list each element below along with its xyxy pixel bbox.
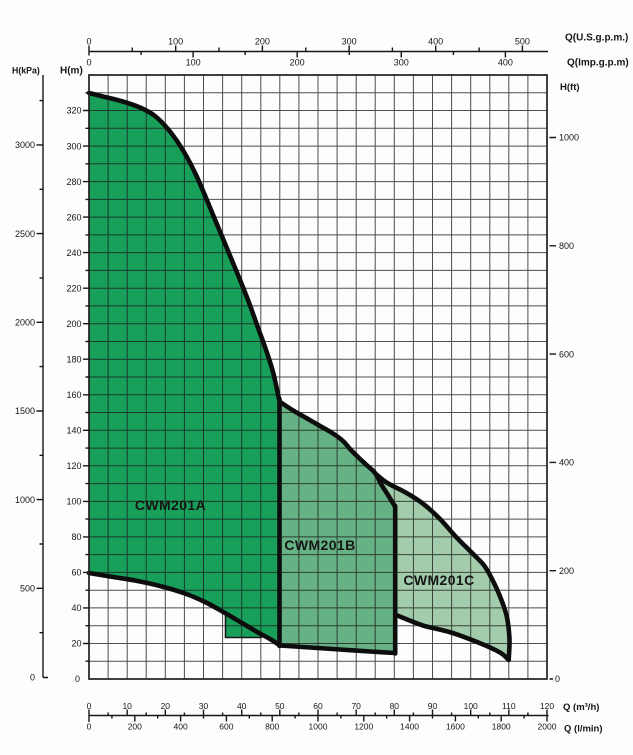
svg-text:70: 70 <box>351 701 361 711</box>
svg-text:2000: 2000 <box>15 318 35 328</box>
svg-text:1200: 1200 <box>354 722 373 732</box>
svg-text:1000: 1000 <box>309 722 328 732</box>
svg-text:1400: 1400 <box>400 722 419 732</box>
svg-text:300: 300 <box>342 37 357 47</box>
svg-text:0: 0 <box>86 37 91 47</box>
svg-text:1000: 1000 <box>559 133 579 143</box>
svg-text:240: 240 <box>66 248 81 258</box>
svg-text:0: 0 <box>555 674 560 684</box>
svg-text:500: 500 <box>20 584 35 594</box>
svg-text:100: 100 <box>66 497 81 507</box>
svg-text:280: 280 <box>66 177 81 187</box>
svg-text:60: 60 <box>313 701 323 711</box>
svg-text:110: 110 <box>502 701 516 711</box>
svg-text:120: 120 <box>66 461 81 471</box>
svg-text:100: 100 <box>168 37 183 47</box>
svg-text:160: 160 <box>66 390 81 400</box>
svg-text:1800: 1800 <box>492 722 511 732</box>
svg-text:800: 800 <box>559 241 574 251</box>
svg-text:30: 30 <box>199 701 209 711</box>
svg-text:H(ft): H(ft) <box>560 82 580 93</box>
svg-text:200: 200 <box>559 566 574 576</box>
svg-text:H(kPa): H(kPa) <box>12 66 40 76</box>
svg-text:140: 140 <box>66 426 81 436</box>
svg-text:50: 50 <box>275 701 285 711</box>
svg-text:1000: 1000 <box>15 495 35 505</box>
svg-text:90: 90 <box>428 701 438 711</box>
svg-text:300: 300 <box>66 141 81 151</box>
svg-text:100: 100 <box>186 58 201 68</box>
svg-text:1500: 1500 <box>15 406 35 416</box>
svg-text:800: 800 <box>265 722 279 732</box>
svg-text:Q (m³/h): Q (m³/h) <box>563 702 599 713</box>
svg-text:2500: 2500 <box>15 229 35 239</box>
svg-text:180: 180 <box>66 354 81 364</box>
svg-text:20: 20 <box>161 701 171 711</box>
svg-text:500: 500 <box>515 37 530 47</box>
svg-text:400: 400 <box>174 722 188 732</box>
svg-text:CWM201B: CWM201B <box>284 537 355 553</box>
svg-text:0: 0 <box>87 701 92 711</box>
svg-text:200: 200 <box>66 319 81 329</box>
svg-text:1600: 1600 <box>446 722 465 732</box>
svg-text:260: 260 <box>66 212 81 222</box>
svg-text:10: 10 <box>122 701 132 711</box>
svg-text:CWM201C: CWM201C <box>403 572 474 588</box>
svg-text:40: 40 <box>237 701 247 711</box>
svg-text:200: 200 <box>290 58 305 68</box>
svg-text:CWM201A: CWM201A <box>135 497 206 513</box>
svg-text:20: 20 <box>71 639 81 649</box>
svg-text:120: 120 <box>540 701 554 711</box>
svg-text:220: 220 <box>66 283 81 293</box>
svg-text:600: 600 <box>219 722 233 732</box>
svg-text:0: 0 <box>86 58 91 68</box>
svg-text:60: 60 <box>71 568 81 578</box>
svg-text:0: 0 <box>75 674 80 684</box>
svg-text:300: 300 <box>394 58 409 68</box>
svg-text:Q(U.S.g.p.m.): Q(U.S.g.p.m.) <box>565 33 628 44</box>
svg-text:Q(Imp.g.p.m): Q(Imp.g.p.m) <box>567 58 629 69</box>
svg-text:200: 200 <box>128 722 142 732</box>
svg-text:600: 600 <box>559 349 574 359</box>
svg-text:40: 40 <box>71 603 81 613</box>
svg-text:400: 400 <box>498 58 513 68</box>
svg-text:2000: 2000 <box>538 722 557 732</box>
svg-text:400: 400 <box>559 458 574 468</box>
svg-text:100: 100 <box>464 701 478 711</box>
svg-text:320: 320 <box>66 106 81 116</box>
svg-text:80: 80 <box>71 532 81 542</box>
svg-text:200: 200 <box>255 37 270 47</box>
svg-text:400: 400 <box>428 37 443 47</box>
svg-text:Q (l/min): Q (l/min) <box>564 724 603 735</box>
svg-text:0: 0 <box>87 722 92 732</box>
svg-text:3000: 3000 <box>15 140 35 150</box>
svg-text:80: 80 <box>390 701 400 711</box>
svg-text:0: 0 <box>30 673 35 683</box>
svg-text:H(m): H(m) <box>60 66 83 77</box>
